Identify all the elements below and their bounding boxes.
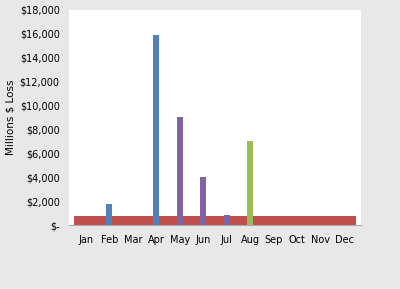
- Bar: [238, 216, 262, 225]
- Bar: [332, 216, 356, 225]
- Bar: [177, 118, 183, 225]
- Bar: [286, 216, 309, 225]
- Bar: [200, 177, 206, 225]
- Bar: [106, 204, 112, 225]
- Bar: [309, 216, 332, 225]
- Y-axis label: Millions $ Loss: Millions $ Loss: [6, 80, 16, 155]
- Bar: [74, 216, 98, 225]
- Bar: [177, 129, 183, 225]
- Bar: [154, 35, 159, 225]
- Bar: [168, 216, 192, 225]
- Bar: [192, 216, 215, 225]
- Bar: [121, 216, 145, 225]
- Bar: [98, 216, 121, 225]
- Bar: [247, 142, 253, 225]
- Bar: [215, 216, 238, 225]
- Bar: [224, 215, 230, 225]
- Bar: [145, 216, 168, 225]
- Bar: [262, 216, 286, 225]
